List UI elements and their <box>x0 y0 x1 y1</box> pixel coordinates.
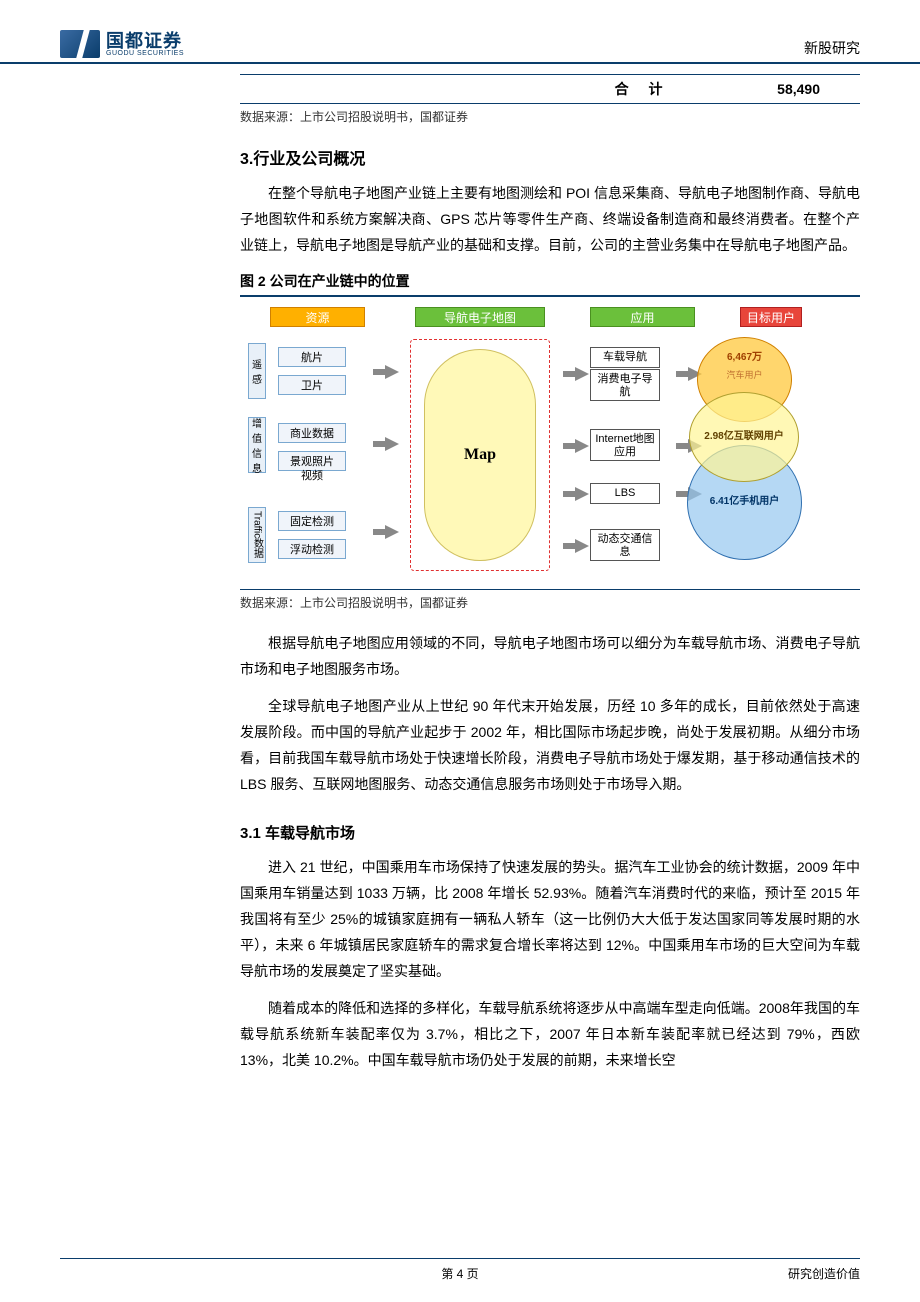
app-consumer-nav: 消费电子导航 <box>590 369 660 401</box>
para-market-segments: 根据导航电子地图应用领域的不同，导航电子地图市场可以细分为车载导航市场、消费电子… <box>240 631 860 683</box>
map-inner-box: Map <box>424 349 536 561</box>
table-source: 数据来源：上市公司招股说明书，国都证券 <box>240 108 860 125</box>
arrow-icon <box>575 539 589 553</box>
section-3-1-para1: 进入 21 世纪，中国乘用车市场保持了快速发展的势头。据汽车工业协会的统计数据，… <box>240 855 860 984</box>
doc-category: 新股研究 <box>804 38 860 58</box>
figure-2: 资源 导航电子地图 应用 目标用户 遥感 增值信息 Traffic数据 航片 卫… <box>240 296 860 590</box>
arrow-icon <box>385 525 399 539</box>
figure-2-source: 数据来源：上市公司招股说明书，国都证券 <box>240 594 860 611</box>
app-traffic-info: 动态交通信息 <box>590 529 660 561</box>
logo-icon <box>60 30 100 58</box>
figure-2-title: 图 2 公司在产业链中的位置 <box>240 271 860 296</box>
total-value: 58,490 <box>704 75 860 104</box>
box-aerial: 航片 <box>278 347 346 367</box>
section-3-para1: 在整个导航电子地图产业链上主要有地图测绘和 POI 信息采集商、导航电子地图制作… <box>240 181 860 259</box>
venn-diagram: 6.41亿手机用户 2.98亿互联网用户 6,467万 汽车用户 <box>687 337 802 567</box>
box-fixed-detect: 固定检测 <box>278 511 346 531</box>
page-header: 国都证券 GUODU SECURITIES 新股研究 <box>0 0 920 64</box>
col-header-user: 目标用户 <box>740 307 802 327</box>
logo-cn-text: 国都证券 <box>106 32 184 50</box>
para-industry-history: 全球导航电子地图产业从上世纪 90 年代末开始发展，历经 10 多年的成长，目前… <box>240 694 860 798</box>
venn-car-count: 6,467万 <box>698 352 791 364</box>
logo-en-text: GUODU SECURITIES <box>106 50 184 57</box>
col-header-resource: 资源 <box>270 307 365 327</box>
venn-internet-users: 2.98亿互联网用户 <box>689 392 799 482</box>
app-vehicle-nav: 车载导航 <box>590 347 660 368</box>
col-header-map: 导航电子地图 <box>415 307 545 327</box>
value-chain-diagram: 资源 导航电子地图 应用 目标用户 遥感 增值信息 Traffic数据 航片 卫… <box>240 307 802 579</box>
venn-car-label: 汽车用户 <box>698 370 791 381</box>
col-header-app: 应用 <box>590 307 695 327</box>
page-footer: 第 4 页 研究创造价值 <box>60 1258 860 1282</box>
arrow-icon <box>575 439 589 453</box>
vlabel-remote-sensing: 遥感 <box>248 343 266 399</box>
arrow-icon <box>385 437 399 451</box>
box-satellite: 卫片 <box>278 375 346 395</box>
arrow-icon <box>575 487 589 501</box>
total-label: 合 计 <box>581 75 704 104</box>
section-3-1-para2: 随着成本的降低和选择的多样化，车载导航系统将逐步从中高端车型走向低端。2008年… <box>240 996 860 1074</box>
arrow-icon <box>385 365 399 379</box>
section-3-heading: 3.行业及公司概况 <box>240 145 860 169</box>
footer-slogan: 研究创造价值 <box>788 1265 860 1282</box>
app-internet-map: Internet地图应用 <box>590 429 660 461</box>
page-number: 第 4 页 <box>441 1265 478 1282</box>
app-lbs: LBS <box>590 483 660 504</box>
vlabel-traffic: Traffic数据 <box>248 507 266 563</box>
box-photos: 景观照片视频 <box>278 451 346 471</box>
total-row: 合 计 58,490 <box>240 75 860 104</box>
total-table: 合 计 58,490 <box>240 74 860 104</box>
main-content: 合 计 58,490 数据来源：上市公司招股说明书，国都证券 3.行业及公司概况… <box>0 64 920 1074</box>
logo: 国都证券 GUODU SECURITIES <box>60 30 184 58</box>
vlabel-value-added: 增值信息 <box>248 417 266 473</box>
section-3-1-heading: 3.1 车载导航市场 <box>240 822 860 843</box>
box-biz-data: 商业数据 <box>278 423 346 443</box>
box-float-detect: 浮动检测 <box>278 539 346 559</box>
arrow-icon <box>575 367 589 381</box>
